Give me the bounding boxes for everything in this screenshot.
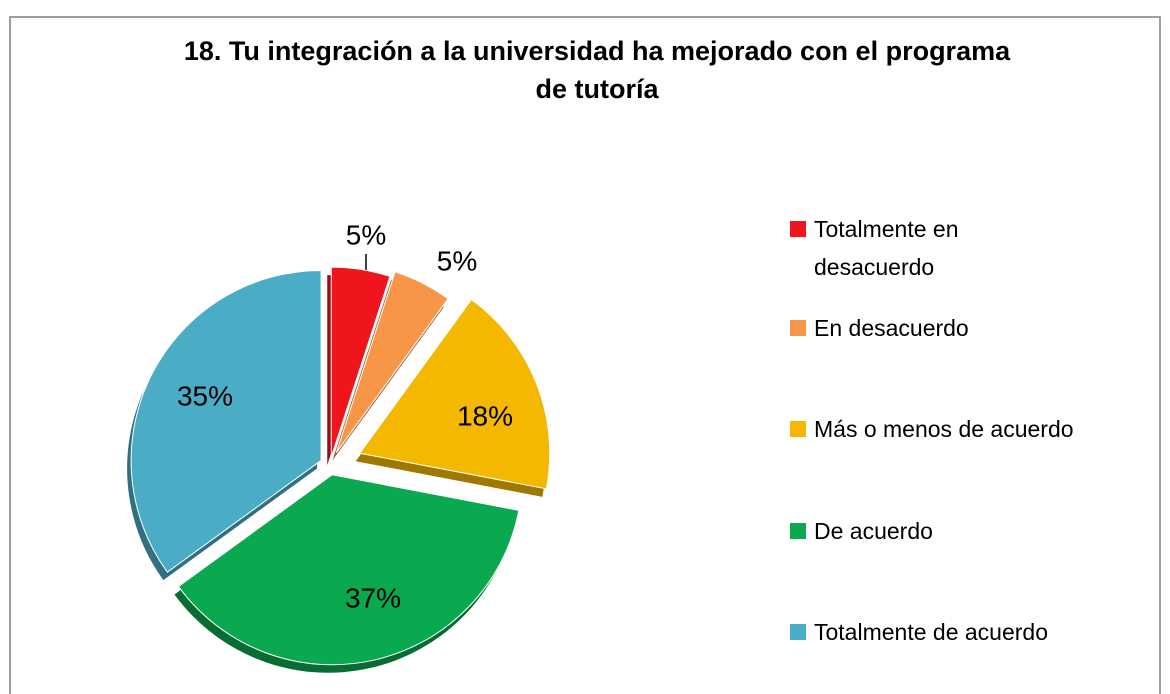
legend-label: De acuerdo (814, 518, 933, 544)
legend-item: Más o menos de acuerdo (790, 410, 1090, 448)
slice (335, 271, 449, 453)
data-label: 18% (457, 400, 513, 431)
chart-frame (9, 16, 1161, 694)
data-label: 35% (177, 380, 233, 411)
slice (330, 266, 391, 458)
legend-label: Totalmente en desacuerdo (814, 216, 959, 280)
legend-item: En desacuerdo (790, 309, 1090, 347)
slice (130, 269, 322, 573)
legend-swatch (790, 320, 806, 336)
legend-label: Más o menos de acuerdo (814, 416, 1074, 442)
data-label: 37% (345, 582, 401, 613)
legend-label: En desacuerdo (814, 315, 969, 341)
data-label: 5% (346, 219, 386, 250)
legend-swatch (790, 421, 806, 437)
data-label: 5% (437, 245, 477, 276)
slice (358, 298, 551, 490)
legend-swatch (790, 221, 806, 237)
legend-swatch (790, 624, 806, 640)
legend-item: Totalmente de acuerdo (790, 613, 1090, 651)
legend-label: Totalmente de acuerdo (814, 619, 1048, 645)
chart-title: 18. Tu integración a la universidad ha m… (183, 36, 1011, 104)
legend-item: Totalmente en desacuerdo (790, 210, 1090, 286)
slice (177, 474, 520, 666)
legend-item: De acuerdo (790, 512, 1090, 550)
legend-swatch (790, 523, 806, 539)
